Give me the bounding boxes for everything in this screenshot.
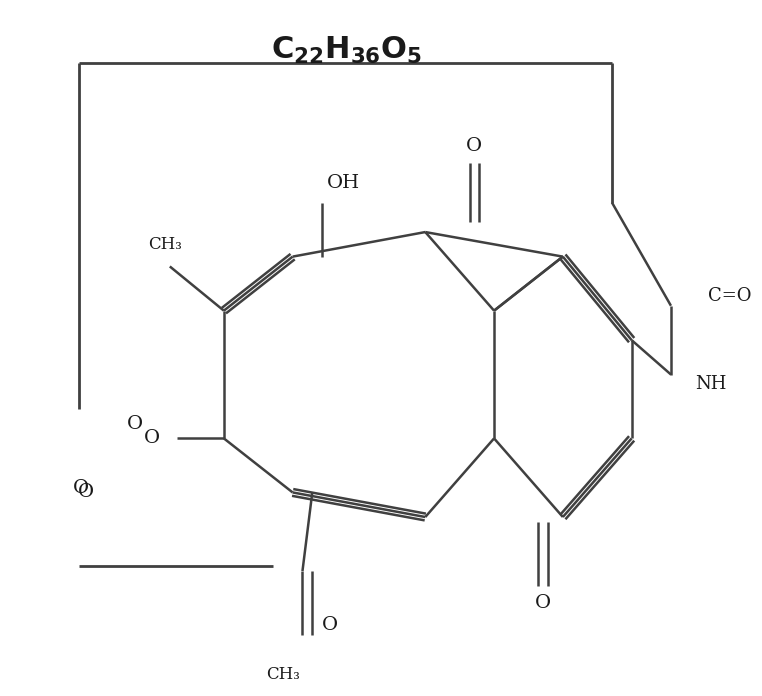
- Text: O: O: [78, 484, 94, 501]
- Text: C=O: C=O: [708, 287, 752, 305]
- Text: CH₃: CH₃: [148, 237, 182, 253]
- Text: $\mathbf{C_{22}H_{36}O_5}$: $\mathbf{C_{22}H_{36}O_5}$: [271, 35, 422, 66]
- Text: O: O: [127, 415, 143, 433]
- Text: O: O: [73, 479, 89, 496]
- Text: NH: NH: [696, 375, 727, 393]
- Text: O: O: [322, 616, 338, 634]
- Text: O: O: [535, 594, 551, 612]
- Text: O: O: [466, 136, 482, 155]
- Text: CH₃: CH₃: [266, 665, 299, 683]
- Text: OH: OH: [327, 174, 360, 192]
- Text: O: O: [144, 429, 160, 448]
